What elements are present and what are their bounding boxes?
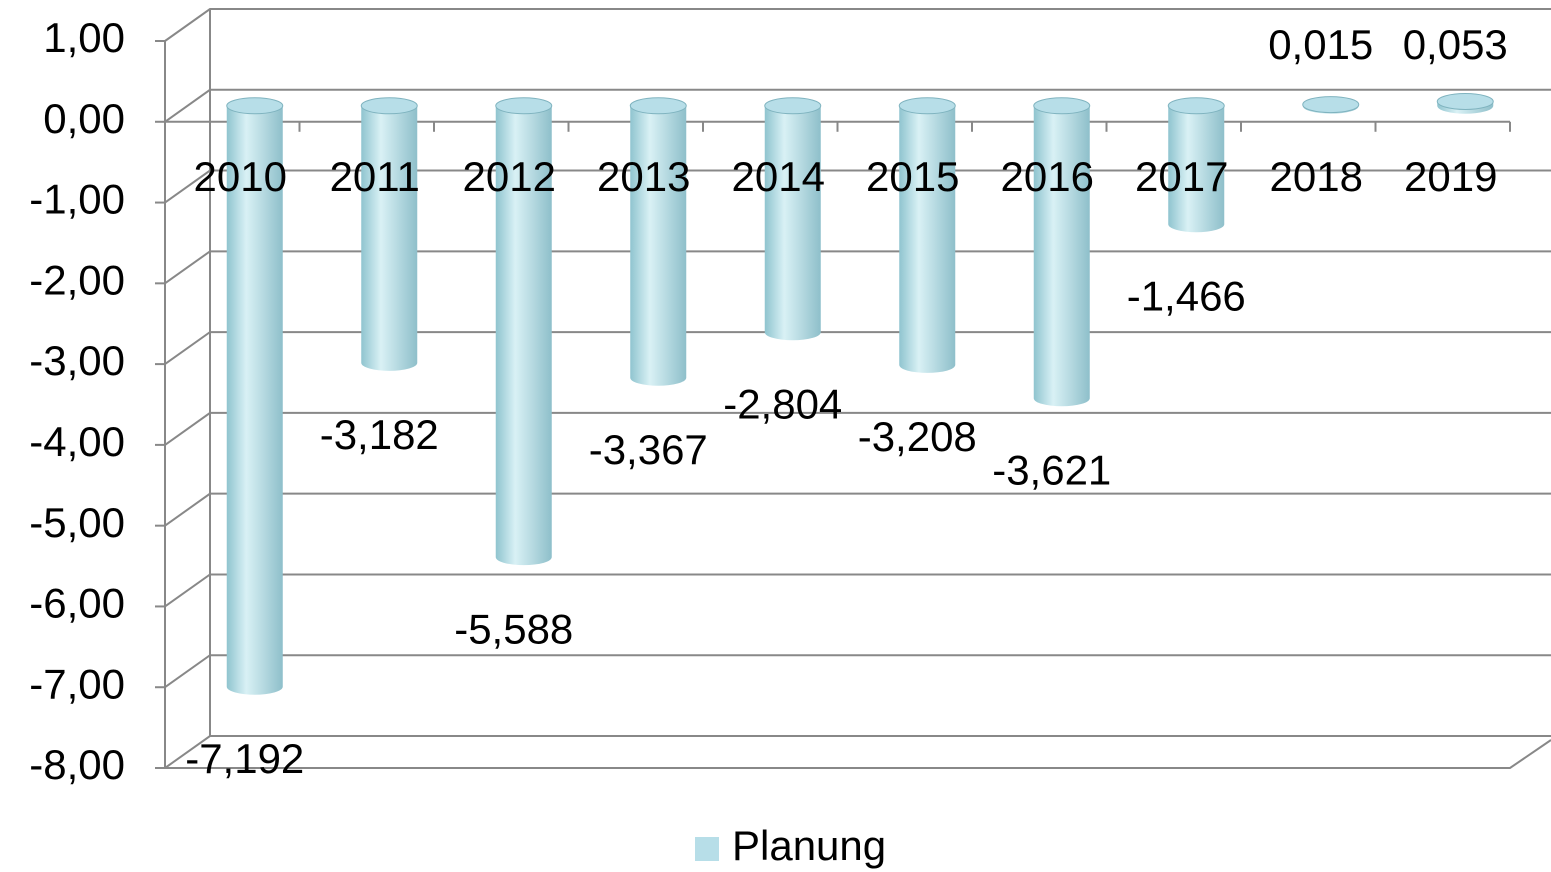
- bar: [1436, 92, 1494, 114]
- value-label: -3,367: [589, 426, 708, 473]
- y-tick-label: 1,00: [43, 14, 125, 61]
- bar-top: [495, 97, 553, 115]
- value-label: -1,466: [1127, 272, 1246, 319]
- y-tick-label: -4,00: [29, 418, 125, 465]
- bar-body: [764, 105, 821, 341]
- bar-body: [226, 105, 283, 695]
- bar-body: [630, 105, 687, 386]
- value-label: -3,182: [320, 411, 439, 458]
- bar-top: [226, 97, 284, 115]
- grid-line: [164, 573, 1551, 608]
- bar-body: [899, 105, 956, 373]
- bar: [1167, 97, 1225, 233]
- x-tick-label: 2019: [1404, 153, 1497, 200]
- bar-top: [1302, 96, 1360, 114]
- bar: [360, 97, 418, 371]
- y-tick-label: -5,00: [29, 499, 125, 546]
- grid-line: [164, 169, 1551, 204]
- bar-top: [360, 97, 418, 115]
- bar: [898, 97, 956, 373]
- grid-line: [164, 250, 1551, 285]
- grid-line: [164, 492, 1551, 527]
- y-tick-label: -1,00: [29, 176, 125, 223]
- value-label: -3,208: [858, 413, 977, 460]
- grid-line: [164, 654, 1551, 689]
- bar-body: [1033, 105, 1090, 407]
- y-tick-label: -3,00: [29, 337, 125, 384]
- value-label: -3,621: [992, 446, 1111, 493]
- grid-line: [164, 331, 1551, 365]
- grid-line: [164, 735, 1551, 769]
- bar-body: [495, 105, 552, 566]
- bar-body: [361, 105, 418, 371]
- bar-top: [764, 97, 822, 115]
- legend-swatch: [695, 837, 719, 861]
- x-tick-label: 2011: [330, 153, 420, 200]
- bar-top: [629, 97, 687, 115]
- x-tick-label: 2014: [732, 153, 825, 200]
- y-tick-label: -7,00: [29, 660, 125, 707]
- bar-top: [1167, 97, 1225, 115]
- value-label: -2,804: [723, 380, 842, 427]
- floor-edge: [165, 739, 1551, 769]
- value-label: 0,053: [1403, 21, 1508, 68]
- value-label: -7,192: [185, 735, 304, 782]
- value-label: 0,015: [1268, 21, 1373, 68]
- bar: [764, 97, 822, 341]
- marks: [226, 92, 1494, 695]
- grid-line: [164, 8, 1551, 42]
- legend-label: Planung: [732, 822, 886, 869]
- x-tick-label: 2018: [1270, 153, 1363, 200]
- y-tick-label: -6,00: [29, 580, 125, 627]
- labels: 1,00 0,00 -1,00 -2,00 -3,00 -4,00 -5,00 -6,00 -7…: [29, 14, 1508, 869]
- bar-top: [898, 97, 956, 115]
- y-tick-label: -8,00: [29, 741, 125, 788]
- bar: [226, 97, 284, 695]
- bar-top: [1436, 92, 1494, 110]
- x-tick-label: 2017: [1135, 153, 1228, 200]
- bar-body: [1168, 105, 1225, 233]
- bar: [1302, 96, 1360, 114]
- grid-line: [164, 88, 1551, 123]
- x-tick-label: 2010: [194, 153, 287, 200]
- x-tick-label: 2015: [866, 153, 959, 200]
- grid-line: [164, 411, 1551, 446]
- x-tick-label: 2016: [1001, 153, 1094, 200]
- x-tick-label: 2012: [463, 153, 556, 200]
- value-label: -5,588: [454, 605, 573, 652]
- bar: [1033, 97, 1091, 407]
- y-tick-label: 0,00: [43, 95, 125, 142]
- bar: [495, 97, 553, 566]
- y-tick-label: -2,00: [29, 256, 125, 303]
- x-tick-label: 2013: [597, 153, 690, 200]
- bar-top: [1033, 97, 1091, 115]
- bar: [629, 97, 687, 386]
